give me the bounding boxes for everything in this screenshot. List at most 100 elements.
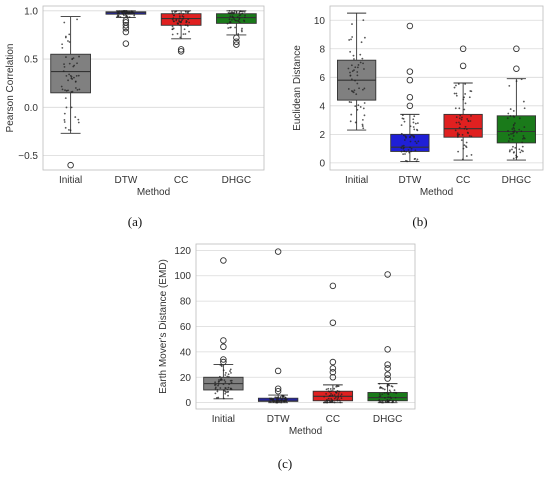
outlier-point (67, 161, 74, 169)
jitter-point (277, 396, 280, 399)
jitter-point (187, 11, 189, 14)
jitter-point (76, 88, 79, 91)
jitter-point (363, 36, 366, 39)
jitter-point (356, 108, 359, 111)
jitter-point (349, 71, 351, 74)
jitter-point (219, 379, 222, 381)
jitter-point (229, 368, 232, 371)
jitter-point (417, 140, 420, 143)
jitter-point (325, 388, 328, 391)
jitter-point (509, 108, 512, 110)
jitter-point (324, 400, 327, 403)
jitter-point (400, 132, 403, 135)
jitter-point (520, 149, 523, 152)
jitter-point (270, 398, 273, 401)
jitter-point (74, 116, 77, 118)
jitter-point (455, 92, 458, 95)
jitter-point (379, 387, 381, 389)
y-tick-label: 80 (180, 297, 192, 308)
jitter-point (67, 40, 69, 42)
jitter-point (416, 158, 419, 161)
jitter-point (522, 137, 524, 140)
jitter-point (223, 379, 226, 382)
jitter-point (184, 24, 187, 27)
jitter-point (281, 398, 283, 400)
jitter-point (359, 106, 362, 108)
jitter-point (219, 387, 222, 389)
jitter-point (507, 140, 510, 143)
jitter-point (518, 117, 521, 120)
jitter-point (412, 121, 415, 124)
y-tick-label: 10 (314, 16, 326, 27)
jitter-point (414, 149, 417, 152)
jitter-point (222, 383, 225, 386)
jitter-point (327, 387, 330, 390)
jitter-point (361, 57, 364, 60)
jitter-point (243, 20, 246, 23)
jitter-point (117, 15, 120, 17)
jitter-point (280, 399, 283, 402)
jitter-point (394, 391, 397, 394)
jitter-point (329, 394, 332, 397)
jitter-point (455, 116, 458, 119)
jitter-point (353, 89, 356, 92)
jitter-point (233, 10, 236, 12)
jitter-point (69, 129, 72, 132)
jitter-point (506, 117, 509, 120)
jitter-point (214, 383, 217, 386)
y-tick-label: 0.5 (24, 55, 38, 66)
outlier-point (233, 38, 240, 45)
jitter-point (338, 399, 341, 402)
outlier-point (233, 34, 240, 42)
jitter-point (269, 400, 272, 403)
jitter-point (65, 89, 68, 92)
outlier-point (384, 271, 391, 278)
jitter-point (178, 12, 181, 15)
jitter-point (352, 91, 355, 94)
jitter-point (508, 150, 511, 153)
jitter-point (356, 74, 359, 77)
jitter-point (350, 78, 353, 81)
jitter-point (285, 400, 288, 403)
x-tick-label: CC (174, 175, 188, 186)
jitter-point (71, 90, 74, 93)
outlier-point (177, 46, 185, 53)
jitter-point (405, 150, 408, 153)
jitter-point (178, 15, 181, 18)
jitter-point (410, 147, 413, 150)
jitter-point (275, 400, 278, 403)
jitter-point (217, 384, 219, 387)
jitter-point (233, 18, 236, 21)
panel-caption: (c) (278, 456, 292, 471)
jitter-point (415, 142, 418, 145)
jitter-point (513, 151, 515, 153)
jitter-point (468, 134, 471, 137)
jitter-point (222, 369, 225, 372)
jitter-point (356, 66, 359, 69)
box-dhgc (216, 13, 257, 24)
x-tick-label: DTW (114, 175, 137, 186)
jitter-point (458, 121, 460, 124)
jitter-point (362, 127, 365, 130)
jitter-point (460, 118, 463, 121)
jitter-point (329, 388, 332, 390)
y-axis-label: Euclidean Distance (292, 45, 303, 131)
outlier-point (513, 65, 520, 72)
jitter-point (120, 10, 123, 13)
jitter-point (68, 73, 70, 76)
jitter-point (119, 16, 122, 18)
jitter-point (512, 157, 515, 160)
jitter-point (361, 123, 364, 126)
jitter-point (458, 126, 461, 129)
y-axis-label: Pearson Correlation (5, 44, 16, 133)
jitter-point (238, 21, 241, 24)
jitter-point (400, 150, 403, 153)
jitter-point (514, 146, 517, 149)
jitter-point (176, 32, 179, 35)
jitter-point (336, 399, 339, 402)
jitter-point (229, 15, 232, 18)
jitter-point (231, 18, 233, 21)
jitter-point (279, 397, 282, 399)
jitter-point (227, 375, 230, 378)
